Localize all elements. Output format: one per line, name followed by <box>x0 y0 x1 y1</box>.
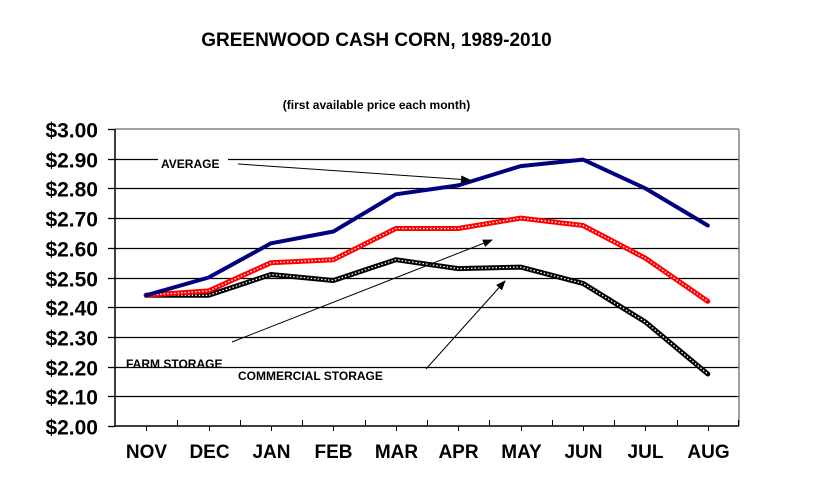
series-average <box>144 157 710 298</box>
y-tick-label: $2.60 <box>45 239 98 262</box>
tick-labels: $2.00 $2.10 $2.20 $2.30 $2.40 $2.50 $2.60 $2.70… <box>45 120 729 464</box>
series-farm-storage <box>143 215 711 304</box>
y-tick-label: $2.80 <box>45 179 98 202</box>
y-tick-label: $2.30 <box>45 328 98 351</box>
y-tick-label: $2.90 <box>45 150 98 173</box>
annotation-label-farm-storage: FARM STORAGE <box>126 357 222 371</box>
series-line-average <box>144 157 710 298</box>
x-tick-label: JUL <box>628 442 664 463</box>
x-tick-label: MAR <box>375 442 419 463</box>
y-tick-label: $2.50 <box>45 269 98 292</box>
x-tick-label: JAN <box>252 442 290 463</box>
annotation-arrow-farm-storage <box>231 239 493 343</box>
y-tick-label: $2.70 <box>45 209 98 232</box>
annotations: AVERAGE FARM STORAGE COMMERCIAL STORAGE <box>126 154 506 383</box>
y-tick-label: $2.20 <box>45 358 98 381</box>
series-lines <box>143 157 711 377</box>
annotation-bg-average <box>158 154 228 172</box>
annotation-arrow-commercial-storage <box>425 280 506 370</box>
chart-title: GREENWOOD CASH CORN, 1989-2010 <box>0 30 821 52</box>
x-tick-label: AUG <box>687 442 729 463</box>
x-tick-label: NOV <box>126 442 168 463</box>
chart-subtitle-text: (first available price each month) <box>282 98 471 112</box>
x-tick-label: FEB <box>315 442 353 463</box>
series-commercial-storage <box>143 257 711 377</box>
series-line-dots-commercial-storage <box>146 259 709 375</box>
chart-title-text: GREENWOOD CASH CORN, 1989-2010 <box>201 30 552 51</box>
y-tick-label: $2.00 <box>45 417 98 440</box>
series-line-dots-farm-storage <box>146 217 709 302</box>
axes <box>108 128 740 431</box>
x-tick-label: APR <box>438 442 478 463</box>
annotation-label-commercial-storage: COMMERCIAL STORAGE <box>238 369 383 383</box>
y-tick-label: $3.00 <box>45 120 98 143</box>
x-tick-label: DEC <box>189 442 229 463</box>
chart-subtitle: (first available price each month) <box>0 98 821 112</box>
annotation-label-average: AVERAGE <box>161 157 219 171</box>
x-tick-label: MAY <box>501 442 542 463</box>
x-tick-label: JUN <box>564 442 602 463</box>
series-line-commercial-storage <box>143 257 711 377</box>
y-tick-label: $2.40 <box>45 298 98 321</box>
gridlines <box>115 158 739 398</box>
y-tick-label: $2.10 <box>45 387 98 410</box>
annotation-arrow-average <box>237 163 471 184</box>
